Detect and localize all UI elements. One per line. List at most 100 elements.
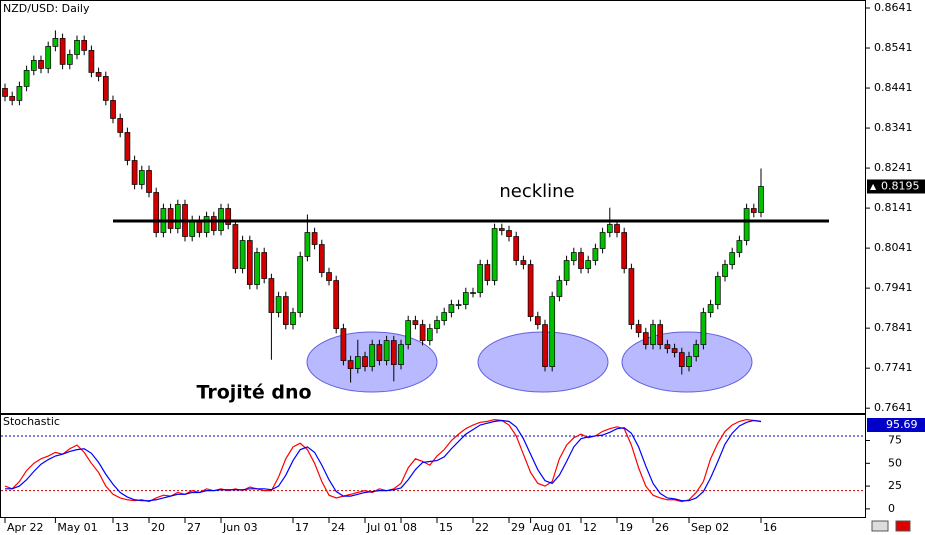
candle-body xyxy=(621,232,628,269)
candle-body xyxy=(570,252,577,261)
candle-body xyxy=(189,220,196,237)
candle-body xyxy=(419,324,426,341)
annotation: neckline xyxy=(499,181,574,202)
candle-body xyxy=(225,208,232,225)
y-tick-label: 0.7941 xyxy=(874,281,913,294)
candle-body xyxy=(599,232,606,249)
candle-body xyxy=(448,304,455,313)
candle-body xyxy=(246,240,253,285)
candle-body xyxy=(232,224,239,269)
candle-body xyxy=(354,356,361,369)
candle-body xyxy=(650,324,656,345)
candle-body xyxy=(455,304,462,306)
candle-body xyxy=(606,224,613,233)
x-tick-label: Jun 03 xyxy=(222,521,258,534)
candle-body xyxy=(484,264,491,281)
candle-body xyxy=(722,264,728,277)
candle-body xyxy=(81,40,88,51)
x-tick-label: 19 xyxy=(619,521,633,534)
candle-body xyxy=(9,96,16,101)
last-value: 95.69 xyxy=(886,418,918,431)
x-tick-label: 08 xyxy=(403,521,417,534)
candle-body xyxy=(369,344,376,367)
candle-body xyxy=(398,344,404,365)
candle-body xyxy=(131,160,138,185)
candle-body xyxy=(477,264,484,293)
scroll-button[interactable] xyxy=(871,520,889,532)
candle-body xyxy=(347,360,354,369)
candle-body xyxy=(239,240,246,269)
candle-body xyxy=(30,60,37,71)
y-tick-label: 0.7641 xyxy=(874,401,913,414)
last-price: 0.8195 xyxy=(881,179,920,192)
candle-body xyxy=(318,244,325,273)
candle-body xyxy=(412,320,419,325)
candle-body xyxy=(671,348,678,353)
y-tick-label: 0.8541 xyxy=(874,41,913,54)
y-tick-label: 50 xyxy=(888,456,902,469)
candle-body xyxy=(304,232,311,257)
x-tick-label: 27 xyxy=(187,521,201,534)
candle-body xyxy=(549,296,556,367)
candle-body xyxy=(38,60,44,69)
candle-body xyxy=(513,236,520,261)
candle-body xyxy=(153,192,160,233)
x-tick-label: 15 xyxy=(439,521,453,534)
candle-body xyxy=(390,340,397,365)
candle-body xyxy=(311,232,318,245)
candle-body xyxy=(678,352,685,367)
y-tick-label: 0.8141 xyxy=(874,201,913,214)
candle-body xyxy=(714,276,721,305)
candle-body xyxy=(290,312,296,325)
candle-body xyxy=(527,264,534,317)
candle-body xyxy=(268,278,275,313)
candle-body xyxy=(736,240,743,253)
candle-body xyxy=(542,324,548,367)
candle-body xyxy=(686,356,692,367)
candle-body xyxy=(405,320,412,345)
candle-body xyxy=(470,292,476,294)
x-tick-label: 13 xyxy=(115,521,129,534)
candle-body xyxy=(376,344,383,361)
candle-body xyxy=(102,76,109,101)
candle-body xyxy=(426,328,433,341)
candle-body xyxy=(729,252,736,265)
x-tick-label: 24 xyxy=(331,521,345,534)
x-tick-label: Jul 01 xyxy=(366,521,398,534)
candle-body xyxy=(664,344,671,349)
candle-body xyxy=(146,170,152,193)
candle-body xyxy=(462,292,469,305)
candle-body xyxy=(700,312,707,345)
indicator-panel xyxy=(0,414,866,518)
candle-body xyxy=(117,118,124,133)
y-tick-label: 0.8041 xyxy=(874,241,913,254)
x-tick-label: 16 xyxy=(763,521,777,534)
candle-body xyxy=(326,272,332,281)
candle-body xyxy=(534,316,541,325)
candle-body xyxy=(66,54,73,65)
candle-body xyxy=(758,186,764,213)
candle-body xyxy=(261,252,268,279)
candle-body xyxy=(59,38,66,65)
annotation: Trojité dno xyxy=(196,382,311,404)
x-tick-label: 12 xyxy=(583,521,597,534)
candle-body xyxy=(74,40,80,55)
candle-body xyxy=(275,296,282,313)
y-tick-label: 0.8441 xyxy=(874,81,913,94)
candle-body xyxy=(138,170,145,185)
x-tick-label: Sep 02 xyxy=(691,521,729,534)
candle-body xyxy=(434,320,440,329)
candle-body xyxy=(556,280,563,297)
candle-body xyxy=(642,332,649,345)
candle-body xyxy=(707,304,714,313)
candle-body xyxy=(297,256,304,313)
candle-body xyxy=(498,228,505,231)
candle-body xyxy=(174,204,181,229)
close-button[interactable] xyxy=(895,520,911,532)
candle-body xyxy=(635,324,642,333)
candle-body xyxy=(203,216,210,233)
candle-body xyxy=(254,252,260,285)
chart-title: NZD/USD: Daily xyxy=(3,2,90,15)
candle-body xyxy=(210,216,217,231)
